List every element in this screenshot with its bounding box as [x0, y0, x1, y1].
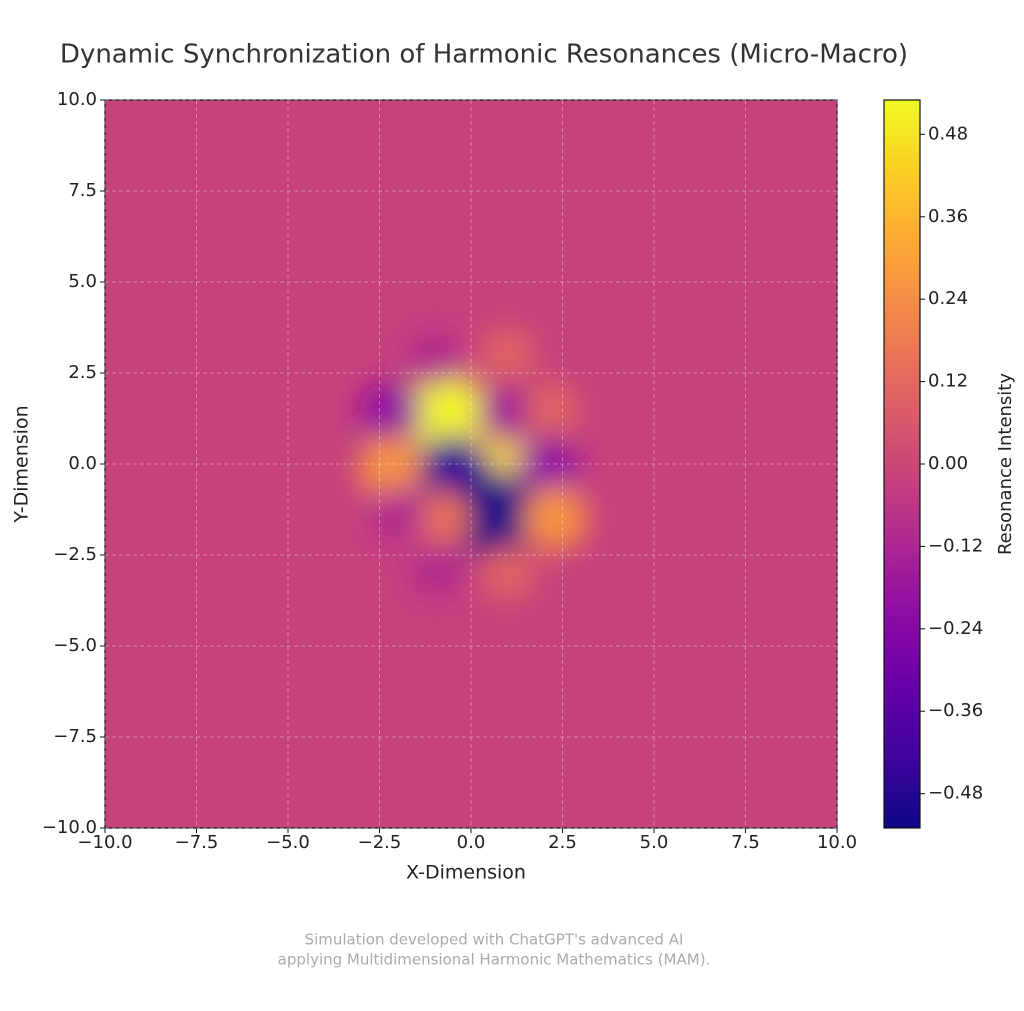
y-tick-label: 10.0: [57, 89, 97, 110]
x-tick-label: −2.5: [358, 832, 402, 853]
x-tick-label: 7.5: [731, 832, 760, 853]
chart-title: Dynamic Synchronization of Harmonic Reso…: [60, 40, 908, 70]
colorbar-tick-label: 0.00: [928, 453, 968, 474]
y-tick-label: 5.0: [68, 271, 97, 292]
colorbar-tick-label: 0.12: [928, 371, 968, 392]
x-tick-label: 0.0: [457, 832, 486, 853]
colorbar-tick-label: 0.36: [928, 206, 968, 227]
heat-blob: [359, 381, 422, 445]
colorbar-tick-label: 0.48: [928, 123, 968, 144]
heat-blob: [406, 330, 463, 387]
colorbar: [883, 99, 921, 829]
x-tick-label: 5.0: [640, 832, 669, 853]
y-tick-label: 2.5: [68, 362, 97, 383]
y-tick-label: 0.0: [68, 453, 97, 474]
heat-blob: [523, 381, 580, 438]
colorbar-tick-label: −0.24: [928, 618, 983, 639]
heat-blob: [478, 383, 538, 443]
heat-blob: [357, 434, 424, 501]
heat-blob: [410, 541, 467, 598]
y-tick-label: −2.5: [53, 544, 97, 565]
y-tick-label: 7.5: [68, 180, 97, 201]
colorbar-tick-label: −0.48: [928, 783, 983, 804]
colorbar-tick-label: 0.24: [928, 288, 968, 309]
x-tick-label: −10.0: [77, 832, 132, 853]
heat-blob: [369, 486, 426, 543]
x-tick-label: 10.0: [817, 832, 857, 853]
y-axis-label: Y-Dimension: [11, 405, 33, 523]
heat-blob: [450, 472, 535, 557]
heatmap-features: [357, 326, 588, 602]
colorbar-tick-label: −0.12: [928, 535, 983, 556]
footer-line: applying Multidimensional Harmonic Mathe…: [278, 951, 711, 969]
y-tick-label: −10.0: [42, 817, 97, 838]
heat-blob: [516, 436, 579, 499]
heat-blob: [479, 326, 536, 383]
colorbar-label: Resonance Intensity: [995, 373, 1016, 555]
heat-blob: [412, 489, 472, 549]
x-tick-label: 2.5: [548, 832, 577, 853]
y-tick-label: −7.5: [53, 726, 97, 747]
y-tick-label: −5.0: [53, 635, 97, 656]
heat-blob: [522, 485, 588, 552]
x-tick-label: −7.5: [175, 832, 219, 853]
blob-group: [357, 326, 588, 602]
x-axis-label: X-Dimension: [406, 862, 526, 884]
x-tick-label: −5.0: [266, 832, 310, 853]
footer-line: Simulation developed with ChatGPT's adva…: [305, 931, 684, 949]
heat-blob: [479, 545, 536, 602]
colorbar-tick-label: −0.36: [928, 700, 983, 721]
